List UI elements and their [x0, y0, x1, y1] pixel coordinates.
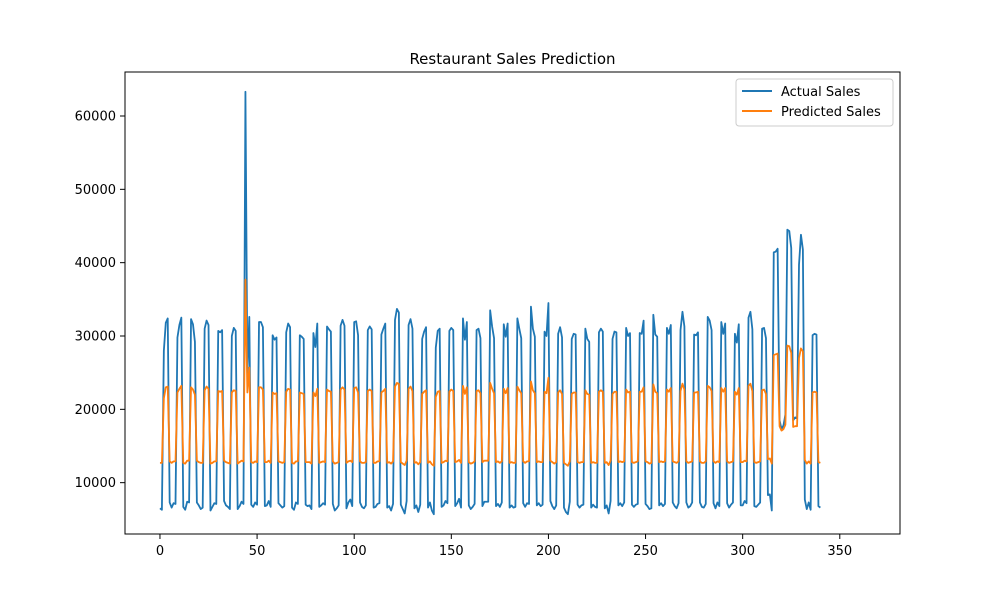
y-tick-label: 60000	[75, 110, 116, 125]
series-line-actual	[159, 90, 821, 516]
y-tick-label: 30000	[75, 330, 116, 345]
legend-label-actual: Actual Sales	[781, 85, 861, 100]
plot-frame	[124, 71, 901, 535]
y-tick-label: 40000	[75, 256, 116, 271]
x-tick-label: 200	[536, 544, 561, 559]
x-tick-label: 100	[342, 544, 367, 559]
y-tick-label: 10000	[75, 476, 116, 491]
x-tick-label: 0	[156, 544, 164, 559]
x-axis: 0 50 100 150 200 250 300 350	[156, 534, 852, 559]
y-tick-label: 50000	[75, 183, 116, 198]
legend-box	[735, 78, 894, 127]
legend-label-predicted: Predicted Sales	[781, 105, 881, 120]
legend: Actual Sales Predicted Sales	[735, 78, 894, 127]
x-tick-label: 350	[827, 544, 852, 559]
series-layer	[159, 90, 821, 516]
x-tick-label: 300	[730, 544, 755, 559]
chart-title: Restaurant Sales Prediction	[409, 50, 615, 68]
x-tick-label: 150	[439, 544, 464, 559]
series-line-predicted	[159, 278, 821, 467]
x-tick-label: 250	[633, 544, 658, 559]
y-axis: 10000 20000 30000 40000 50000 60000	[75, 110, 125, 491]
y-tick-label: 20000	[75, 403, 116, 418]
x-tick-label: 50	[249, 544, 266, 559]
